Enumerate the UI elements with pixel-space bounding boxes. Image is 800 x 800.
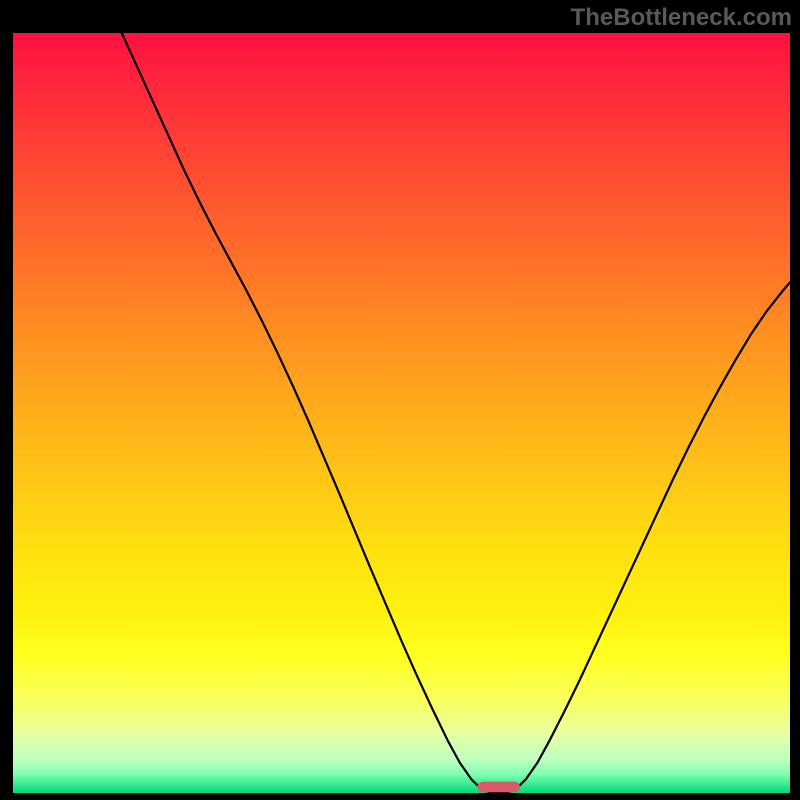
- optimal-point-marker: [477, 782, 520, 793]
- chart-background-gradient: [13, 33, 790, 793]
- watermark-text: TheBottleneck.com: [571, 4, 792, 32]
- bottleneck-chart: TheBottleneck.com: [0, 0, 800, 800]
- chart-svg: [0, 0, 800, 800]
